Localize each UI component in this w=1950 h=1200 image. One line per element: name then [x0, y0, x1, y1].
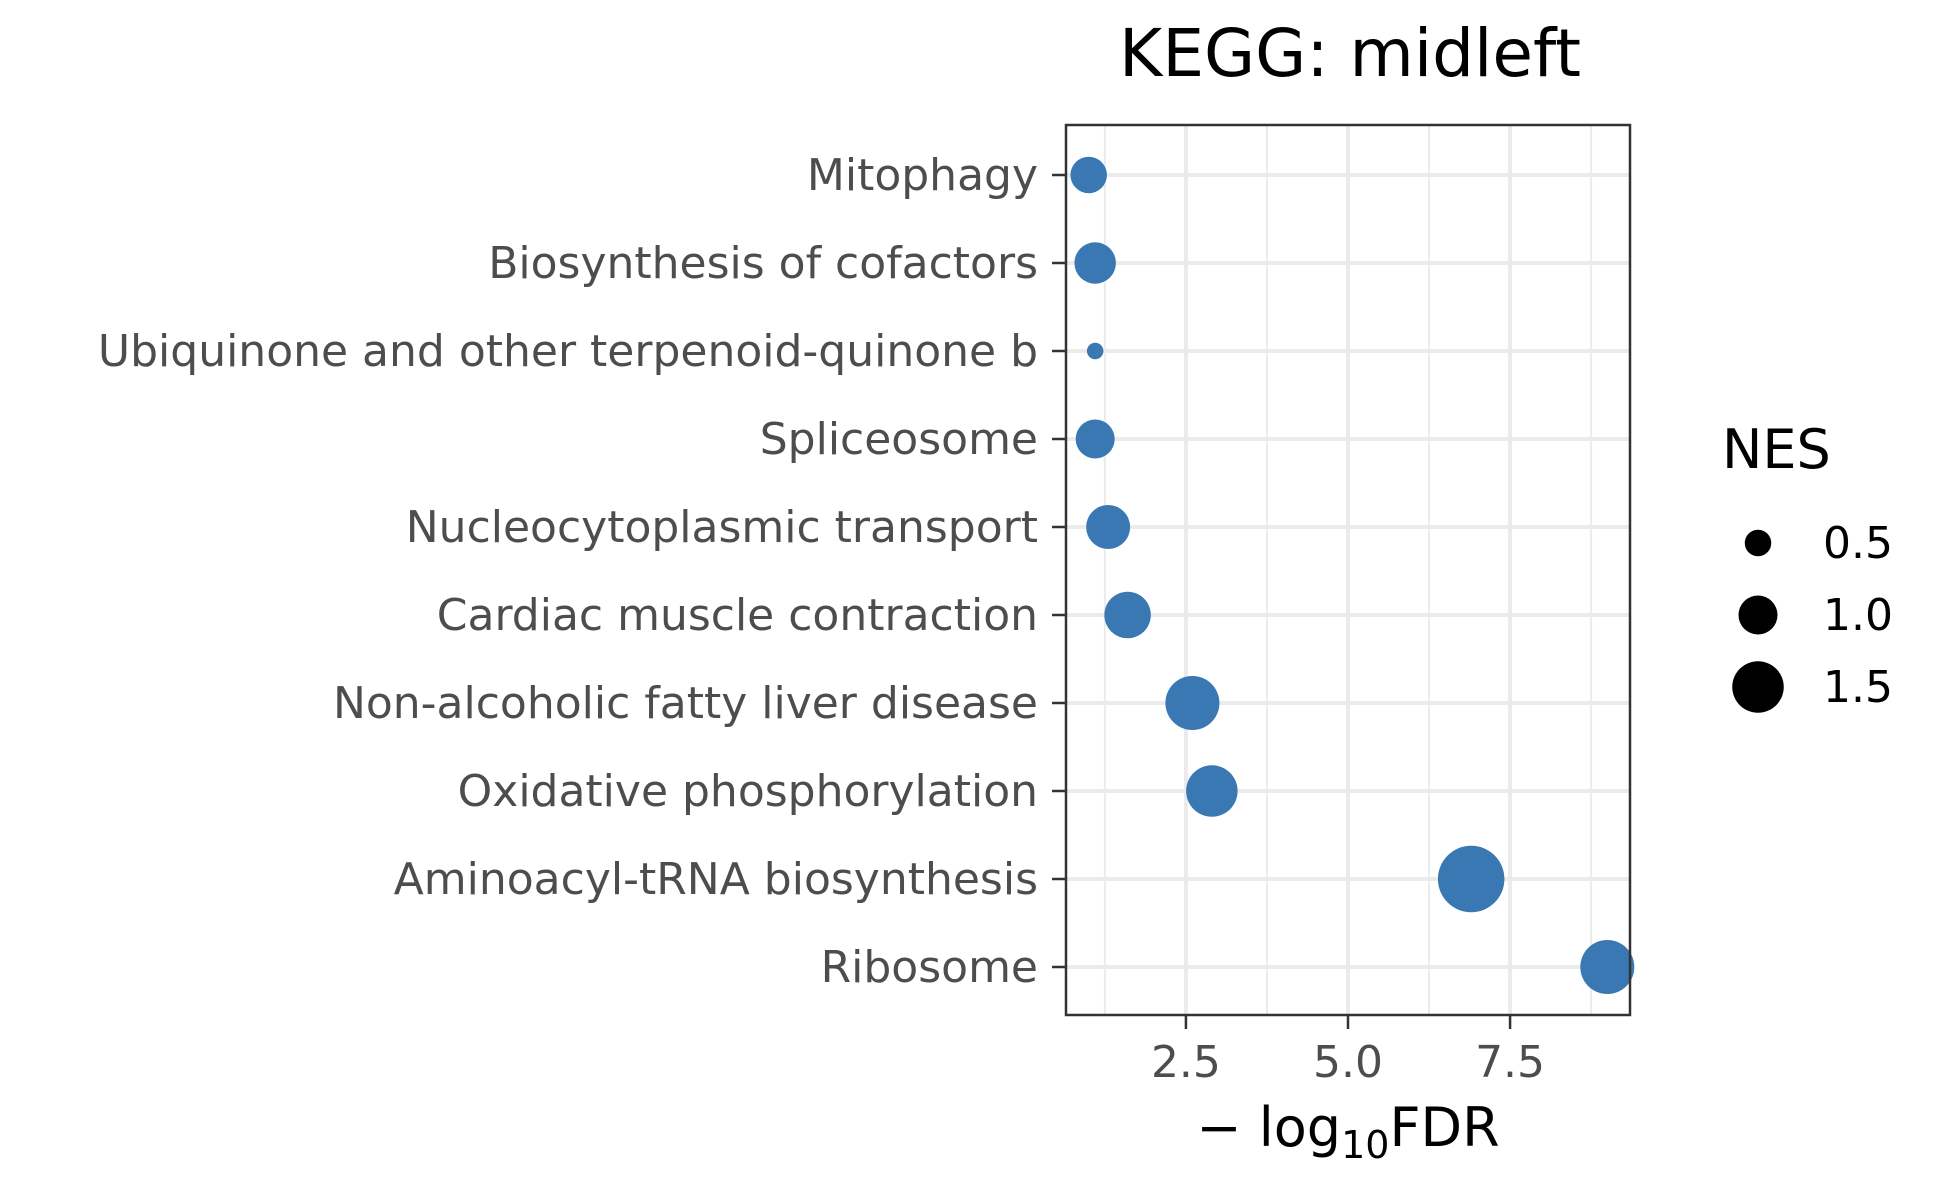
- y-tick-label: Oxidative phosphorylation: [458, 766, 1038, 817]
- y-tick-label: Ubiquinone and other terpenoid-quinone b: [98, 326, 1038, 377]
- data-point: [1186, 765, 1238, 817]
- x-axis-label-suffix: FDR: [1389, 1096, 1499, 1159]
- y-tick-label: Ribosome: [821, 942, 1038, 993]
- y-tick-label: Mitophagy: [807, 150, 1038, 201]
- x-tick-label: 7.5: [1475, 1037, 1545, 1088]
- legend-key: [1732, 661, 1784, 713]
- data-points: [1070, 156, 1635, 994]
- data-point: [1086, 342, 1104, 360]
- grid: [1066, 125, 1630, 1015]
- y-tick-label: Non-alcoholic fatty liver disease: [333, 678, 1038, 729]
- y-tick-label: Nucleocytoplasmic transport: [406, 502, 1038, 553]
- legend-label: 0.5: [1823, 518, 1893, 569]
- data-point: [1075, 419, 1115, 459]
- x-tick-label: 5.0: [1313, 1037, 1383, 1088]
- size-legend: NES 0.5 1.0 1.5: [1722, 418, 1893, 713]
- data-point: [1104, 591, 1151, 639]
- y-tick-label: Aminoacyl-tRNA biosynthesis: [394, 854, 1038, 905]
- data-point: [1437, 845, 1505, 913]
- y-tick-label: Spliceosome: [760, 414, 1038, 465]
- legend-title: NES: [1722, 418, 1831, 481]
- legend-label: 1.5: [1823, 662, 1893, 713]
- data-point: [1580, 940, 1635, 994]
- data-point: [1086, 505, 1131, 549]
- x-axis: 2.5 5.0 7.5: [1151, 1015, 1545, 1088]
- x-tick-label: 2.5: [1151, 1037, 1221, 1088]
- x-axis-label: − log10FDR: [1196, 1096, 1499, 1167]
- chart-title: KEGG: midleft: [1119, 15, 1581, 92]
- legend-label: 1.0: [1823, 590, 1893, 641]
- legend-key: [1744, 529, 1772, 557]
- data-point: [1074, 242, 1116, 284]
- x-axis-label-prefix: − log: [1196, 1096, 1341, 1159]
- legend-key: [1738, 595, 1778, 635]
- y-axis: Mitophagy Biosynthesis of cofactors Ubiqui…: [98, 150, 1066, 993]
- x-axis-label-subscript: 10: [1341, 1123, 1389, 1167]
- y-tick-label: Biosynthesis of cofactors: [488, 238, 1038, 289]
- data-point: [1070, 156, 1107, 194]
- data-point: [1165, 676, 1220, 730]
- y-tick-label: Cardiac muscle contraction: [437, 590, 1038, 641]
